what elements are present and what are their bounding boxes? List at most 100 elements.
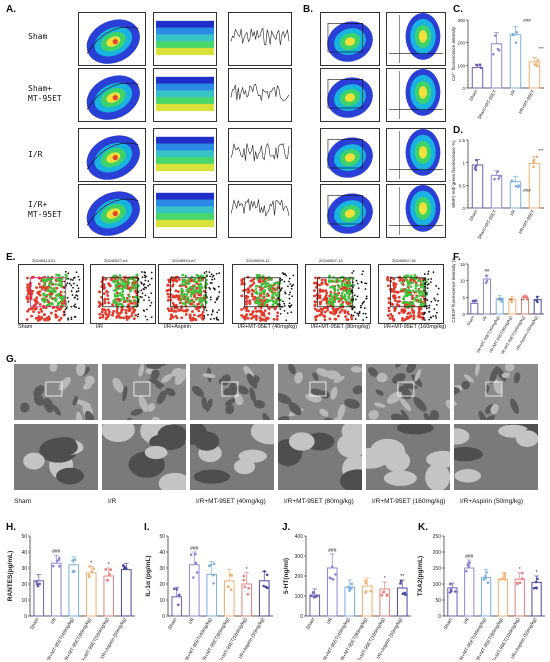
panel-e-red-dot	[102, 292, 106, 296]
panel-e-green-dot	[118, 292, 122, 295]
panel-e-red-dot	[253, 295, 257, 299]
panel-e-red-dot	[242, 306, 246, 310]
panel-e-black-dot	[425, 305, 428, 307]
panel-e-green-dot	[418, 291, 422, 294]
panel-e-green-dot	[181, 295, 184, 299]
panel-e-black-dot	[357, 314, 360, 317]
panel-e-green-dot	[341, 276, 344, 279]
panel-e-red-dot	[103, 301, 107, 305]
chartK-point-4-0	[518, 581, 522, 584]
chartK-point-3-4	[501, 577, 504, 580]
panel-e-green-dot	[181, 280, 185, 284]
panel-e-black-dot	[283, 304, 286, 307]
panel-e-green-dot	[254, 285, 258, 288]
chartI-point-4-0	[246, 592, 250, 596]
chartD-xlabel-3: I/R+MT-95ET	[518, 209, 536, 235]
panel-e-red-dot	[37, 311, 41, 314]
chartH-point-3-4	[88, 565, 91, 568]
chartI-xlabel-1: I/R	[188, 617, 197, 626]
panel-e-red-dot	[106, 294, 110, 297]
panel-a-band-0-band-4	[156, 47, 214, 56]
panel-e-black-dot	[279, 312, 282, 315]
panel-e-green-dot	[269, 285, 273, 289]
sem-platelet	[236, 385, 249, 395]
panel-e-red-dot	[43, 318, 47, 322]
sem-platelet	[367, 367, 378, 377]
sem-platelet	[400, 398, 412, 412]
panel-e-green-dot	[42, 297, 46, 300]
panel-e-black-dot	[289, 305, 292, 308]
panel-e-black-dot	[73, 296, 76, 299]
panel-e-green-dot	[328, 280, 331, 283]
chartK-ytick-label-3: 150	[433, 566, 442, 572]
panel-e-red-dot	[400, 308, 404, 312]
chartI-point-0-4	[175, 588, 179, 591]
panel-e-red-dot	[40, 309, 44, 313]
chartF-ylabel: CD62P fluorescence intensity (%)	[451, 258, 456, 323]
panel-a-trace-2	[228, 128, 292, 182]
panel-e-red-dot	[254, 306, 257, 310]
panel-a-band-2-band-4	[156, 163, 214, 172]
panel-e-red-dot	[417, 311, 421, 315]
panel-e-green-dot	[48, 283, 51, 287]
panel-e-green-dot	[272, 300, 276, 304]
panel-e-green-dot	[409, 285, 413, 288]
panel-e-green-dot	[47, 277, 51, 281]
panel-e-black-dot	[428, 304, 431, 307]
panel-e-black-dot	[285, 274, 288, 277]
chartC-mark-1: ***	[538, 46, 544, 51]
panel-e-red-dot	[387, 297, 391, 300]
panel-e-sample-id-0: 20240513-01	[32, 258, 56, 263]
panel-e-black-dot	[215, 298, 218, 301]
chartK-point-2-3	[485, 571, 488, 574]
panel-e-green-dot	[343, 295, 347, 299]
panel-a-band-2-band-1	[156, 143, 214, 151]
panel-g-sem-bottom-svg-2	[190, 424, 274, 484]
panel-e-black-dot	[277, 296, 280, 299]
panel-g-sem-bottom-4	[366, 424, 450, 490]
panel-e-green-dot	[271, 295, 274, 298]
chartI-point-1-1	[192, 576, 195, 579]
panel-e-black-dot	[424, 312, 426, 314]
chartI-xlabel-0: Sham	[167, 617, 178, 631]
panel-b-mmp-3-svg	[389, 185, 443, 235]
panel-e-red-dot	[324, 289, 328, 293]
sem-platelet	[411, 374, 423, 388]
chartD-mark-1: ***	[538, 148, 544, 153]
panel-e-green-dot	[186, 296, 190, 299]
chartF-mark-3: **	[521, 298, 525, 303]
panel-e-red-dot	[200, 316, 204, 320]
panel-a-band-3-band-1	[156, 199, 214, 207]
panel-g-sem-bottom-5	[454, 424, 538, 490]
panel-e-svg-1	[97, 271, 153, 321]
panel-a-band-2-band-3	[156, 157, 214, 165]
panel-e-black-dot	[281, 272, 284, 274]
panel-e-black-dot	[434, 299, 437, 302]
panel-e-gate-3	[244, 277, 281, 308]
sem-platelet	[150, 374, 162, 390]
chartC-xlabel-2: I/R	[509, 88, 517, 96]
panel-e-green-dot	[411, 302, 415, 306]
panel-a-scatter-1-gate	[86, 82, 139, 110]
panel-e-red-dot	[325, 291, 329, 295]
sem-platelet	[85, 375, 95, 386]
panel-e-green-dot	[195, 280, 199, 284]
panel-e-green-dot	[411, 300, 415, 304]
sem-platelet	[224, 397, 237, 406]
sem-platelet	[130, 408, 143, 416]
sem-platelet	[475, 364, 480, 376]
chartK-point-5-4	[536, 577, 539, 581]
panel-e-green-dot	[65, 273, 68, 277]
panel-e-red-dot	[127, 315, 131, 319]
panel-e-red-dot	[262, 318, 265, 322]
panel-e-green-dot	[254, 291, 257, 295]
panel-e-red-dot	[315, 293, 319, 297]
panel-e-red-dot	[265, 304, 269, 308]
panel-e-red-dot	[54, 313, 58, 317]
panel-e-black-dot	[64, 270, 67, 273]
panel-e-red-dot	[250, 292, 254, 296]
panel-e-green-dot	[264, 279, 268, 283]
sem-platelet	[225, 404, 235, 415]
sem-platelet	[423, 413, 432, 420]
